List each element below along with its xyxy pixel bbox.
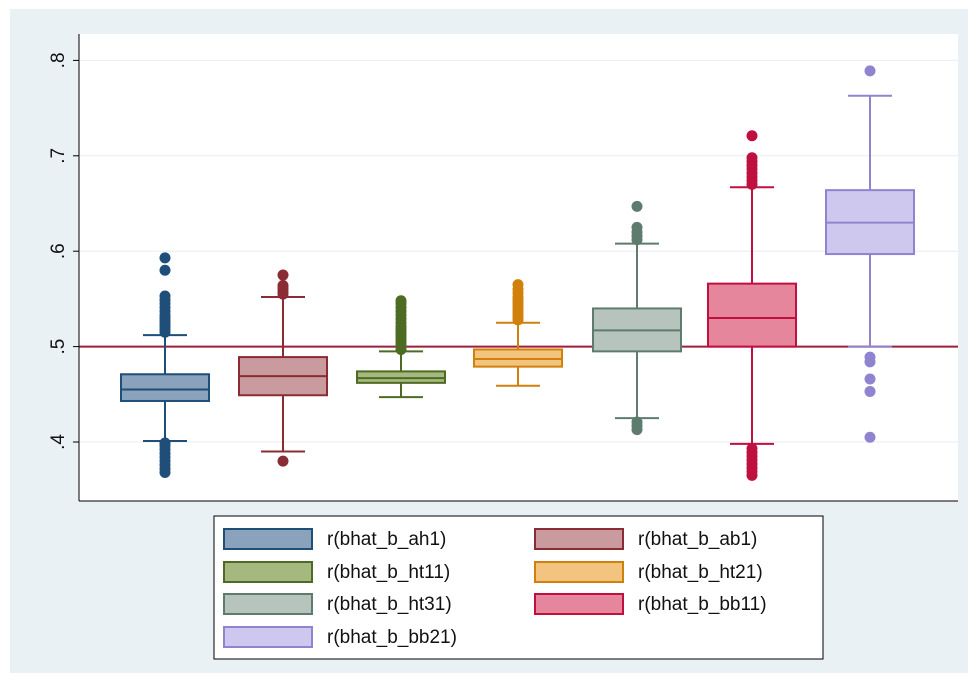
outlier-0-21 [159, 264, 171, 276]
legend-label-2: r(bhat_b_ht11) [327, 562, 450, 583]
y-tick-label-3: .7 [48, 148, 69, 164]
outlier-6-4 [864, 351, 876, 363]
box-0 [120, 373, 210, 402]
y-axis: .4 .5 .6 .7 .8 [48, 34, 958, 502]
legend-label-0: r(bhat_b_ah1) [327, 529, 446, 550]
outlier-0-22 [159, 252, 171, 264]
legend-label-3: r(bhat_b_ht21) [638, 562, 763, 583]
outlier-1-0 [277, 455, 289, 467]
y-tick-label-1: .5 [48, 339, 69, 355]
legend-swatch-6 [223, 626, 313, 648]
outlier-3-11 [512, 279, 524, 291]
legend-swatch-5 [534, 593, 624, 615]
legend-swatch-2 [223, 561, 313, 583]
legend-swatch-4 [223, 593, 313, 615]
outlier-2-15 [395, 295, 407, 307]
outlier-4-2 [631, 416, 643, 428]
legend-label-5: r(bhat_b_bb11) [638, 594, 767, 615]
y-tick-label-2: .6 [48, 243, 69, 259]
outlier-6-1 [864, 385, 876, 397]
box-group-5 [707, 130, 797, 481]
legend-label-4: r(bhat_b_ht31) [327, 594, 452, 615]
outlier-5-16 [746, 130, 758, 142]
box-group-2 [356, 295, 446, 399]
legend-label-1: r(bhat_b_ab1) [638, 529, 757, 550]
outlier-4-6 [631, 221, 643, 233]
legend-swatch-3 [534, 561, 624, 583]
outlier-6-0 [864, 431, 876, 443]
outlier-1-4 [277, 280, 289, 292]
outlier-0-8 [159, 437, 171, 449]
outlier-5-15 [746, 152, 758, 164]
y-tick-label-0: .4 [48, 434, 69, 450]
box-5 [707, 282, 797, 348]
outlier-6-2 [864, 373, 876, 385]
box-group-1 [238, 269, 328, 467]
box-group-4 [592, 200, 682, 436]
legend-box [213, 515, 824, 660]
plot-area [79, 34, 958, 501]
outlier-6-5 [864, 65, 876, 77]
box-group-0 [120, 252, 210, 479]
boxes [120, 65, 915, 481]
box-group-6 [825, 65, 915, 443]
outlier-5-7 [746, 443, 758, 455]
outlier-0-20 [159, 290, 171, 302]
legend: r(bhat_b_ah1) r(bhat_b_ab1) r(bhat_b_ht11)… [213, 515, 824, 660]
outlier-4-7 [631, 200, 643, 212]
outlier-1-5 [277, 269, 289, 281]
legend-swatch-0 [223, 528, 313, 550]
legend-swatch-1 [534, 528, 624, 550]
y-tick-label-4: .8 [48, 52, 69, 68]
legend-label-6: r(bhat_b_bb21) [327, 627, 457, 648]
box-group-3 [473, 279, 563, 387]
